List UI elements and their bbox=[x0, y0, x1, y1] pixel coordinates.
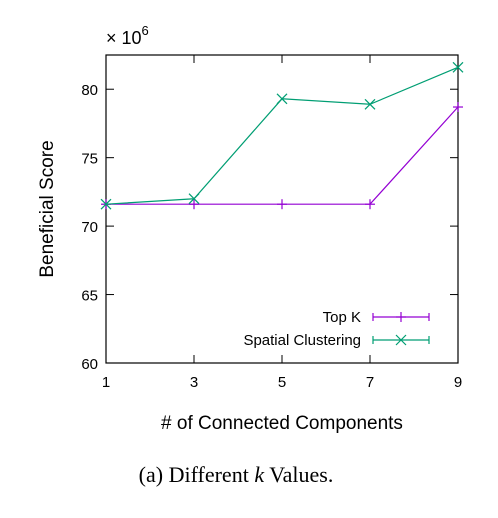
data-point bbox=[453, 102, 463, 113]
y-tick-label: 65 bbox=[81, 288, 98, 305]
data-point bbox=[277, 199, 287, 210]
x-axis-title: # of Connected Components bbox=[161, 413, 403, 434]
y-tick-label: 70 bbox=[81, 219, 98, 236]
data-point bbox=[100, 198, 112, 210]
series-spatial-clustering bbox=[100, 61, 464, 210]
x-axis-ticks: 1 3 5 7 9 bbox=[102, 55, 462, 391]
data-point bbox=[188, 193, 200, 205]
y-scale-multiplier: × 106 bbox=[106, 23, 149, 48]
y-tick-label: 80 bbox=[81, 82, 98, 99]
series-top-k bbox=[101, 102, 463, 210]
x-tick-label: 5 bbox=[278, 374, 286, 391]
legend-label: Spatial Clustering bbox=[243, 332, 361, 349]
series-line bbox=[105, 66, 459, 205]
series-layer bbox=[100, 61, 464, 210]
y-tick-label: 60 bbox=[81, 356, 98, 373]
data-point bbox=[189, 199, 199, 210]
series-line bbox=[106, 106, 459, 205]
data-point bbox=[365, 199, 375, 210]
x-tick-label: 9 bbox=[454, 374, 462, 391]
legend-marker bbox=[396, 312, 406, 322]
x-tick-label: 1 bbox=[102, 374, 110, 391]
x-tick-label: 7 bbox=[366, 374, 374, 391]
y-tick-label: 75 bbox=[81, 151, 98, 168]
figure-caption: (a) Different k Values. bbox=[139, 462, 334, 487]
y-axis-ticks: 60 65 70 75 80 bbox=[81, 82, 458, 373]
data-point bbox=[452, 61, 464, 73]
legend-label: Top K bbox=[323, 309, 361, 326]
data-point bbox=[364, 98, 376, 110]
y-axis-title: Beneficial Score bbox=[37, 140, 58, 277]
x-tick-label: 3 bbox=[190, 374, 198, 391]
data-point bbox=[276, 93, 288, 105]
legend: Top K Spatial Clustering bbox=[243, 309, 430, 349]
legend-marker bbox=[395, 334, 407, 346]
